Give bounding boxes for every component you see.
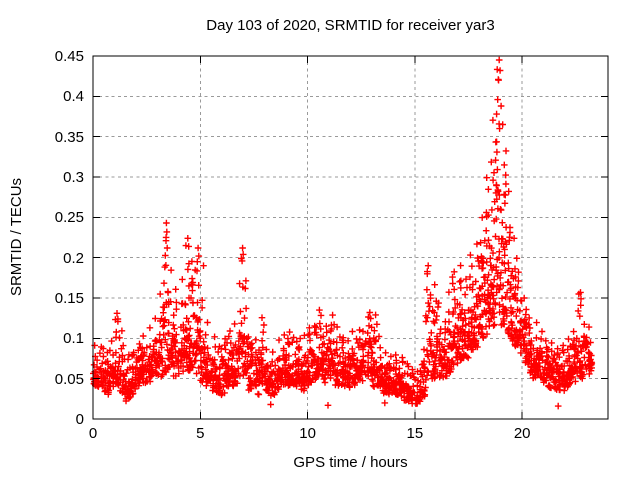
x-tick-label: 10 — [299, 425, 316, 442]
y-tick-label: 0.35 — [54, 128, 84, 146]
y-tick-label: 0.2 — [63, 249, 84, 267]
scatter-points — [90, 56, 596, 410]
y-tick-label: 0.25 — [54, 209, 84, 227]
x-tick-label: 20 — [513, 425, 531, 442]
axes-border — [92, 55, 609, 420]
y-axis-label: SRMTID / TECUs — [8, 177, 25, 297]
y-tick-label: 0.1 — [63, 330, 84, 348]
x-axis-label: GPS time / hours — [293, 454, 408, 471]
y-tick-label: 0.45 — [54, 48, 84, 65]
y-tick-label: 0.3 — [63, 169, 84, 186]
y-tick-label: 0.4 — [63, 88, 84, 106]
x-tick-label: 0 — [88, 425, 98, 442]
x-tick-label: 15 — [406, 425, 424, 442]
y-tick-label: 0.05 — [54, 370, 84, 388]
x-tick-label: 5 — [196, 425, 205, 442]
y-tick-label: 0.15 — [54, 290, 84, 307]
y-tick-label: 0 — [75, 411, 84, 428]
chart-title: Day 103 of 2020, SRMTID for receiver yar… — [206, 17, 495, 34]
